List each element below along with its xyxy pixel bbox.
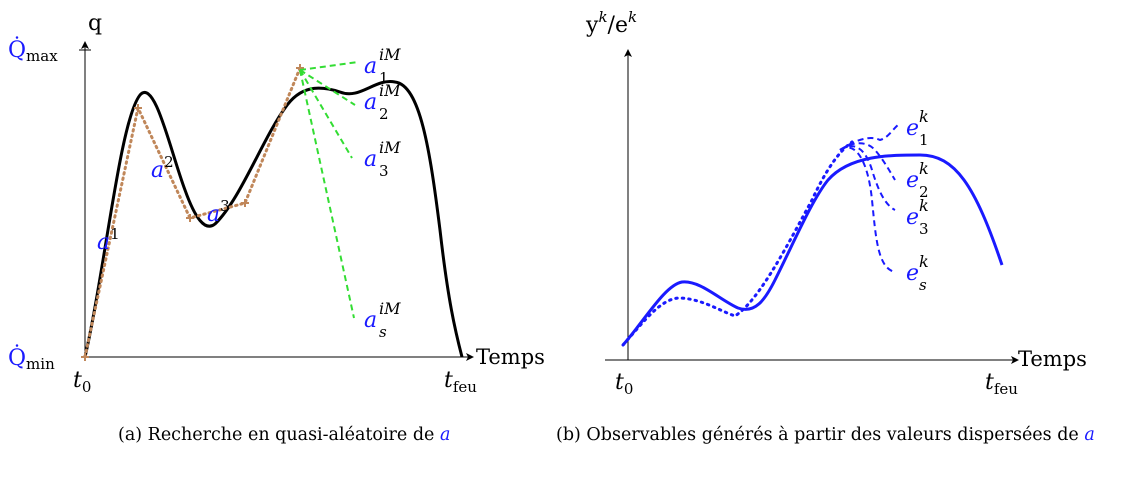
panel-a: q Q̇max Q̇min Temps t0 tfeu a1 a2 a3 a i… [8,11,545,396]
panel-b-x-axis-label: Temps [1018,347,1087,371]
svg-text:iM: iM [379,299,401,318]
candidate-label-s: a iM s [364,299,401,341]
svg-text:k: k [919,196,929,215]
panel-a-tfeu-label: tfeu [444,368,477,396]
point-label-a2: a2 [151,153,174,183]
svg-text:2: 2 [919,183,929,201]
candidate-line-2 [299,69,356,106]
caption-a: (a) Recherche en quasi-aléatoire de a [118,425,451,445]
svg-text:e: e [906,168,919,193]
dashed-branch-3 [839,145,896,211]
candidate-label-1: a iM 1 [364,45,401,87]
panel-a-ymax-sub: max [26,47,58,65]
panel-a-ymin-sub: min [26,355,55,373]
panel-a-ymax-label: Q̇max [8,37,58,65]
svg-text:iM: iM [379,45,401,64]
svg-text:a: a [364,308,377,333]
svg-text:e: e [906,205,919,230]
svg-text:a: a [364,90,377,115]
panel-a-main-curve [83,80,464,358]
panel-b-dashed-branches [839,124,899,273]
svg-text:3: 3 [379,162,389,180]
svg-text:1: 1 [379,69,389,87]
candidate-label-2: a iM 2 [364,81,401,123]
svg-text:k: k [919,252,929,271]
curve-label-es: e k s [906,252,929,294]
panel-a-candidate-lines [299,61,359,319]
curve-label-e2: e k 2 [906,159,929,201]
curve-label-e1: e k 1 [906,107,929,149]
panel-b-y-axis-label: yk/ek [585,8,637,38]
point-label-a1: a1 [97,225,120,255]
svg-text:a: a [364,147,377,172]
svg-text:s: s [379,323,387,341]
panel-b: yk/ek Temps t0 tfeu e k 1 e k 2 e k 3 e … [585,8,1087,398]
candidate-line-s [299,69,355,319]
svg-text:2: 2 [379,105,389,123]
point-label-a3: a3 [207,197,230,227]
svg-text:a: a [364,54,377,79]
panel-a-dotted-path [83,66,302,359]
panel-a-x-axis-label: Temps [476,345,545,369]
marker-a3 [186,214,194,222]
panel-a-t0-label: t0 [73,368,91,396]
svg-text:k: k [919,159,929,178]
candidate-line-3 [299,69,353,159]
caption-b: (b) Observables générés à partir des val… [556,425,1095,445]
panel-b-t0-label: t0 [615,370,633,398]
candidate-label-3: a iM 3 [364,138,401,180]
svg-text:e: e [906,116,919,141]
panel-b-tfeu-label: tfeu [985,370,1018,398]
dashed-branch-1 [839,124,899,151]
panel-a-dotted-markers [81,64,304,361]
svg-text:s: s [919,276,927,294]
dashed-branch-s [839,146,896,273]
candidate-line-1 [299,61,359,71]
marker-a1 [81,353,89,361]
curve-label-e3: e k 3 [906,196,929,238]
svg-text:e: e [906,261,919,286]
svg-text:iM: iM [379,138,401,157]
marker-a2 [134,104,142,112]
marker-a4 [241,199,249,207]
figure-canvas: q Q̇max Q̇min Temps t0 tfeu a1 a2 a3 a i… [8,8,1087,398]
svg-text:1: 1 [919,131,929,149]
panel-b-main-curve [621,153,1004,346]
svg-text:3: 3 [919,220,929,238]
dashed-branch-2 [839,142,896,181]
panel-b-dotted-curve [621,140,854,347]
panel-a-ymin-label: Q̇min [8,345,55,373]
svg-text:iM: iM [379,81,401,100]
panel-a-y-axis-label: q [88,11,102,36]
svg-text:k: k [919,107,929,126]
